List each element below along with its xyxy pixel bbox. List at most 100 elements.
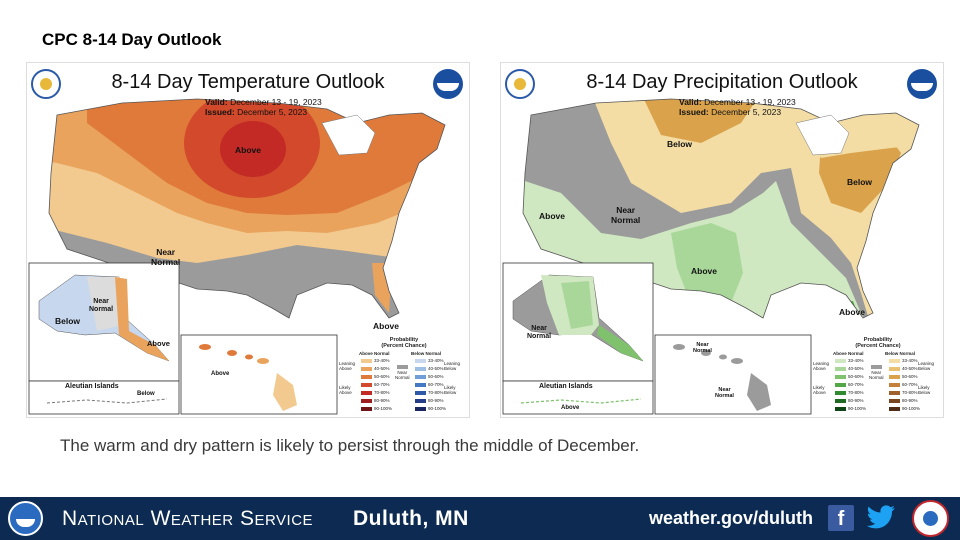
temp-legend-below-range: 40-50% — [428, 366, 444, 371]
precip-legend-above-range: 40-50% — [848, 366, 864, 371]
temp-label-above-main: Above — [235, 145, 261, 155]
footer-agency-name: National Weather Service — [62, 507, 314, 530]
precip-legend-above-header: Above Normal — [833, 351, 864, 356]
temp-legend-above-range: 90-100% — [374, 406, 393, 411]
temp-legend-above-range: 33-40% — [374, 358, 390, 363]
precip-legend-below-swatch — [889, 382, 900, 387]
precip-legend-near-normal: Near Normal — [869, 365, 884, 380]
precip-legend-above-range: 33-40% — [848, 358, 864, 363]
temp-legend-above-swatch — [361, 382, 372, 387]
footer-website-link[interactable]: weather.gov/duluth — [649, 508, 814, 528]
precip-label-near-normal: Near Normal — [611, 205, 641, 225]
precip-legend-below-swatch — [889, 406, 900, 411]
slide-caption: The warm and dry pattern is likely to pe… — [60, 436, 640, 455]
precip-legend-below-range: 33-40% — [902, 358, 918, 363]
temp-legend-below-row: 80-90% — [415, 398, 444, 403]
temp-label-alaska-near-normal: Near Normal — [89, 298, 114, 313]
temp-legend-above-range: 50-60% — [374, 374, 390, 379]
temp-legend-above-swatch — [361, 390, 372, 395]
precip-legend-above-row: 90-100% — [835, 406, 866, 411]
precip-label-hawaii-near-normal-a: Near Normal — [693, 342, 712, 354]
temp-legend-below-swatch — [415, 366, 426, 371]
temp-legend-leaning-below: Leaning Below — [444, 361, 461, 371]
precipitation-issued-date: Issued: December 5, 2023 — [679, 107, 782, 117]
precip-legend-below-range: 40-50% — [902, 366, 918, 371]
precip-legend-below-swatch — [889, 366, 900, 371]
precip-legend-below-swatch — [889, 398, 900, 403]
precip-label-aleutian-above: Above — [561, 405, 580, 411]
temp-legend-below-range: 33-40% — [428, 358, 444, 363]
temperature-legend: Probability (Percent Chance) Above Norma… — [339, 337, 467, 415]
precip-label-above-south: Above — [691, 266, 717, 276]
precip-legend-above-row: 80-90% — [835, 398, 864, 403]
temp-legend-above-header: Above Normal — [359, 351, 390, 356]
temp-legend-below-row: 33-40% — [415, 358, 444, 363]
precip-legend-below-range: 90-100% — [902, 406, 921, 411]
precipitation-outlook-title: 8-14 Day Precipitation Outlook — [586, 71, 858, 93]
precip-label-alaska-near-normal: Near Normal — [527, 325, 552, 340]
precip-legend-above-swatch — [835, 406, 846, 411]
precip-legend-above-range: 70-80% — [848, 390, 864, 395]
temp-legend-above-swatch — [361, 398, 372, 403]
temp-legend-below-range: 70-80% — [428, 390, 444, 395]
precip-legend-above-swatch — [835, 366, 846, 371]
precip-legend-below-row: 60-70% — [889, 382, 918, 387]
precip-legend-below-swatch — [889, 374, 900, 379]
temp-legend-likely-below: Likely Below — [444, 385, 457, 395]
temp-legend-above-swatch — [361, 358, 372, 363]
precip-legend-below-swatch — [889, 358, 900, 363]
precip-legend-below-range: 70-80% — [902, 390, 918, 395]
temp-legend-below-swatch — [415, 390, 426, 395]
temp-label-hawaii-above: Above — [211, 371, 230, 377]
facebook-icon[interactable]: f — [828, 505, 854, 531]
temp-legend-below-range: 90-100% — [428, 406, 447, 411]
temp-legend-below-row: 70-80% — [415, 390, 444, 395]
temp-legend-above-swatch — [361, 366, 372, 371]
precip-legend-above-range: 60-70% — [848, 382, 864, 387]
precip-label-above-west: Above — [539, 211, 565, 221]
temp-legend-above-row: 33-40% — [361, 358, 390, 363]
temp-label-aleutian-islands: Aleutian Islands — [65, 383, 119, 390]
slide-title: CPC 8-14 Day Outlook — [42, 30, 222, 49]
commerce-seal-icon — [31, 69, 61, 99]
temp-legend-below-header: Below Normal — [411, 351, 442, 356]
temp-legend-above-swatch — [361, 374, 372, 379]
temp-legend-below-swatch — [415, 382, 426, 387]
precipitation-valid-dates: Valid: December 13 - 19, 2023 — [679, 97, 796, 107]
precip-legend-leaning-above: Leaning Above — [813, 361, 830, 371]
temp-legend-above-range: 60-70% — [374, 382, 390, 387]
footer-office-name: Duluth, MN — [353, 507, 469, 530]
precip-legend-above-range: 80-90% — [848, 398, 864, 403]
temp-label-alaska-above: Above — [147, 339, 170, 348]
precip-legend-below-range: 80-90% — [902, 398, 918, 403]
precipitation-legend: Probability (Percent Chance) Above Norma… — [813, 337, 941, 415]
nws-seal-icon — [912, 500, 949, 537]
noaa-logo-icon — [907, 69, 937, 99]
temp-legend-above-row: 60-70% — [361, 382, 390, 387]
temperature-outlook-map: 8-14 Day Temperature Outlook Valid: Dece… — [26, 62, 470, 418]
precip-legend-above-range: 90-100% — [848, 406, 867, 411]
temp-legend-below-swatch — [415, 358, 426, 363]
precip-legend-below-row: 33-40% — [889, 358, 918, 363]
temp-legend-above-range: 70-80% — [374, 390, 390, 395]
temperature-issued-date: Issued: December 5, 2023 — [205, 107, 308, 117]
temp-legend-near-normal: Near Normal — [395, 365, 410, 380]
precip-legend-title: Probability (Percent Chance) — [855, 337, 901, 349]
temp-label-aleutian-below: Below — [137, 391, 155, 397]
precip-label-below-northeast: Below — [847, 177, 873, 187]
twitter-icon[interactable] — [866, 505, 896, 531]
precip-legend-above-row: 40-50% — [835, 366, 864, 371]
precipitation-outlook-map: 8-14 Day Precipitation Outlook Valid: De… — [500, 62, 944, 418]
temp-legend-leaning-above: Leaning Above — [339, 361, 356, 371]
precip-legend-below-header: Below Normal — [885, 351, 916, 356]
precip-legend-leaning-below: Leaning Below — [918, 361, 935, 371]
footer-bar: National Weather Service Duluth, MN weat… — [0, 497, 960, 540]
commerce-seal-icon — [505, 69, 535, 99]
precip-legend-above-row: 70-80% — [835, 390, 864, 395]
temp-legend-below-swatch — [415, 406, 426, 411]
precip-label-below-north: Below — [667, 139, 693, 149]
temp-legend-below-swatch — [415, 398, 426, 403]
precip-legend-below-row: 90-100% — [889, 406, 920, 411]
precip-legend-likely-above: Likely Above — [813, 385, 826, 395]
temp-legend-above-swatch — [361, 406, 372, 411]
